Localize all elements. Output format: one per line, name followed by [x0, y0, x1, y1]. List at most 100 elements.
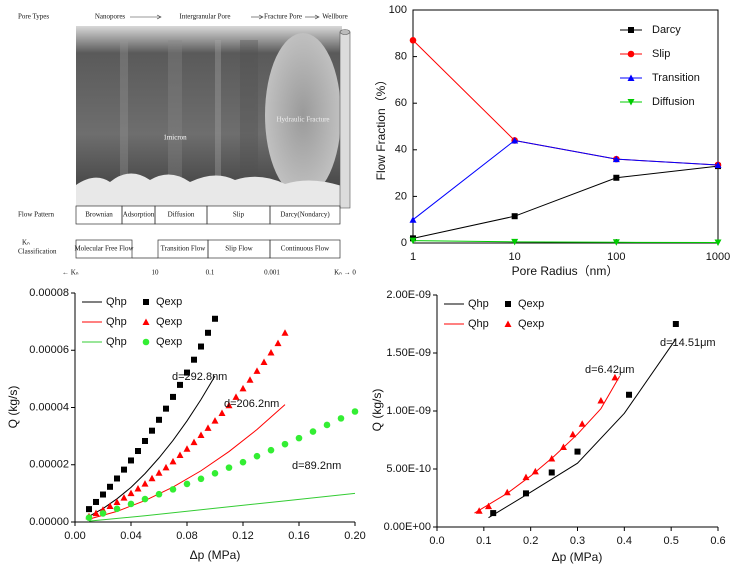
legend-label: Qhp — [106, 316, 127, 328]
y-tick-label: 5.00E-10 — [386, 463, 431, 475]
y-axis-label: Flow Fraction（%） — [374, 74, 388, 181]
data-point — [211, 417, 219, 424]
data-point — [337, 415, 345, 422]
y-tick-label: 1.50E-09 — [386, 347, 431, 359]
legend-label: Qhp — [468, 318, 489, 330]
data-point — [612, 239, 620, 246]
stage: Intergranular Pore — [180, 13, 231, 21]
data-point — [239, 384, 247, 392]
legend-label: Diffusion — [652, 96, 695, 108]
data-point — [120, 494, 128, 501]
data-point — [232, 393, 240, 400]
kn-scale: 10 — [152, 269, 160, 277]
cell — [269, 239, 341, 259]
y-tick-label: 0.00006 — [29, 344, 69, 356]
x-axis-label: Pore Radius（nm） — [512, 264, 619, 278]
data-point — [197, 475, 205, 483]
cell-text: Continuous Flow — [281, 245, 330, 253]
x-tick-label: 0.20 — [344, 530, 365, 542]
x-tick-label: 0.00 — [64, 530, 85, 542]
data-point — [99, 510, 107, 517]
series-line — [88, 492, 356, 522]
data-point — [409, 216, 417, 223]
data-point — [113, 505, 121, 513]
legend-marker — [627, 50, 635, 58]
annotation: d=6.42μm — [585, 364, 634, 376]
data-point — [170, 393, 176, 400]
data-point — [569, 430, 577, 438]
data-point — [113, 498, 121, 505]
data-point — [149, 427, 155, 434]
y-tick-label: 40 — [395, 144, 407, 156]
x-tick-label: 100 — [607, 251, 625, 263]
data-point — [162, 463, 170, 471]
y-tick-label: 80 — [395, 51, 407, 63]
x-tick-label: 0.0 — [429, 535, 444, 547]
legend-marker — [627, 74, 635, 81]
data-point — [239, 458, 247, 466]
pore-diagram: Pore Types Nanopores Intergranular Pore … — [18, 13, 356, 277]
legend-label: Qexp — [518, 318, 544, 330]
data-point — [142, 437, 148, 444]
data-point — [597, 397, 605, 404]
data-point — [351, 408, 359, 415]
data-point — [204, 424, 212, 431]
data-point — [511, 238, 519, 246]
data-point — [183, 445, 191, 452]
data-point — [714, 161, 722, 168]
data-point — [225, 464, 233, 471]
row-label: Classification — [18, 248, 57, 256]
x-tick-label: 0.4 — [617, 535, 632, 547]
wellbore-top — [339, 29, 351, 35]
y-tick-label: 0.00000 — [29, 516, 69, 528]
wellbore — [339, 31, 351, 209]
y-tick-label: 0.00004 — [29, 401, 69, 413]
data-point — [114, 475, 120, 482]
x-tick-label: 10 — [509, 251, 521, 263]
cell — [75, 239, 133, 259]
x-tick-label: 0.2 — [523, 535, 538, 547]
data-point — [141, 495, 149, 503]
cell — [269, 205, 341, 225]
data-point — [169, 457, 177, 465]
kn-scale: 0.1 — [206, 269, 215, 277]
fracture — [265, 33, 341, 197]
data-point — [205, 329, 211, 336]
series-line — [412, 165, 719, 239]
data-point — [522, 473, 530, 481]
data-point — [225, 401, 233, 409]
kn-scale: ← Kₙ — [62, 269, 79, 277]
series-line — [474, 375, 621, 514]
data-point — [260, 358, 268, 365]
stage: Wellbore — [322, 13, 347, 21]
data-point — [212, 315, 218, 322]
data-point — [155, 490, 163, 498]
data-point — [93, 498, 99, 505]
data-point — [281, 329, 289, 336]
data-point — [211, 470, 219, 477]
series-line — [412, 240, 719, 244]
data-point — [611, 373, 619, 381]
data-point — [183, 480, 191, 488]
cell-text: Brownian — [85, 211, 113, 219]
data-point — [274, 339, 282, 347]
data-point — [578, 420, 586, 427]
data-point — [246, 376, 254, 383]
data-point — [323, 421, 331, 429]
data-point — [106, 502, 114, 509]
data-point — [85, 514, 93, 522]
x-tick-label: 1 — [410, 251, 416, 263]
y-tick-label: 2.00E-09 — [386, 289, 431, 301]
legend-marker — [628, 27, 634, 33]
data-point — [672, 321, 679, 327]
x-tick-label: 0.04 — [120, 530, 141, 542]
annotation: d=14.51μm — [660, 337, 716, 349]
x-tick-label: 0.08 — [176, 530, 197, 542]
series-line — [88, 375, 216, 517]
legend-label: Qhp — [468, 298, 489, 310]
y-tick-label: 0.00008 — [29, 287, 69, 299]
cell-text: Diffusion — [168, 211, 195, 219]
y-axis-label: Q (kg/s) — [6, 386, 20, 429]
data-point — [127, 489, 135, 497]
data-point — [475, 507, 483, 514]
